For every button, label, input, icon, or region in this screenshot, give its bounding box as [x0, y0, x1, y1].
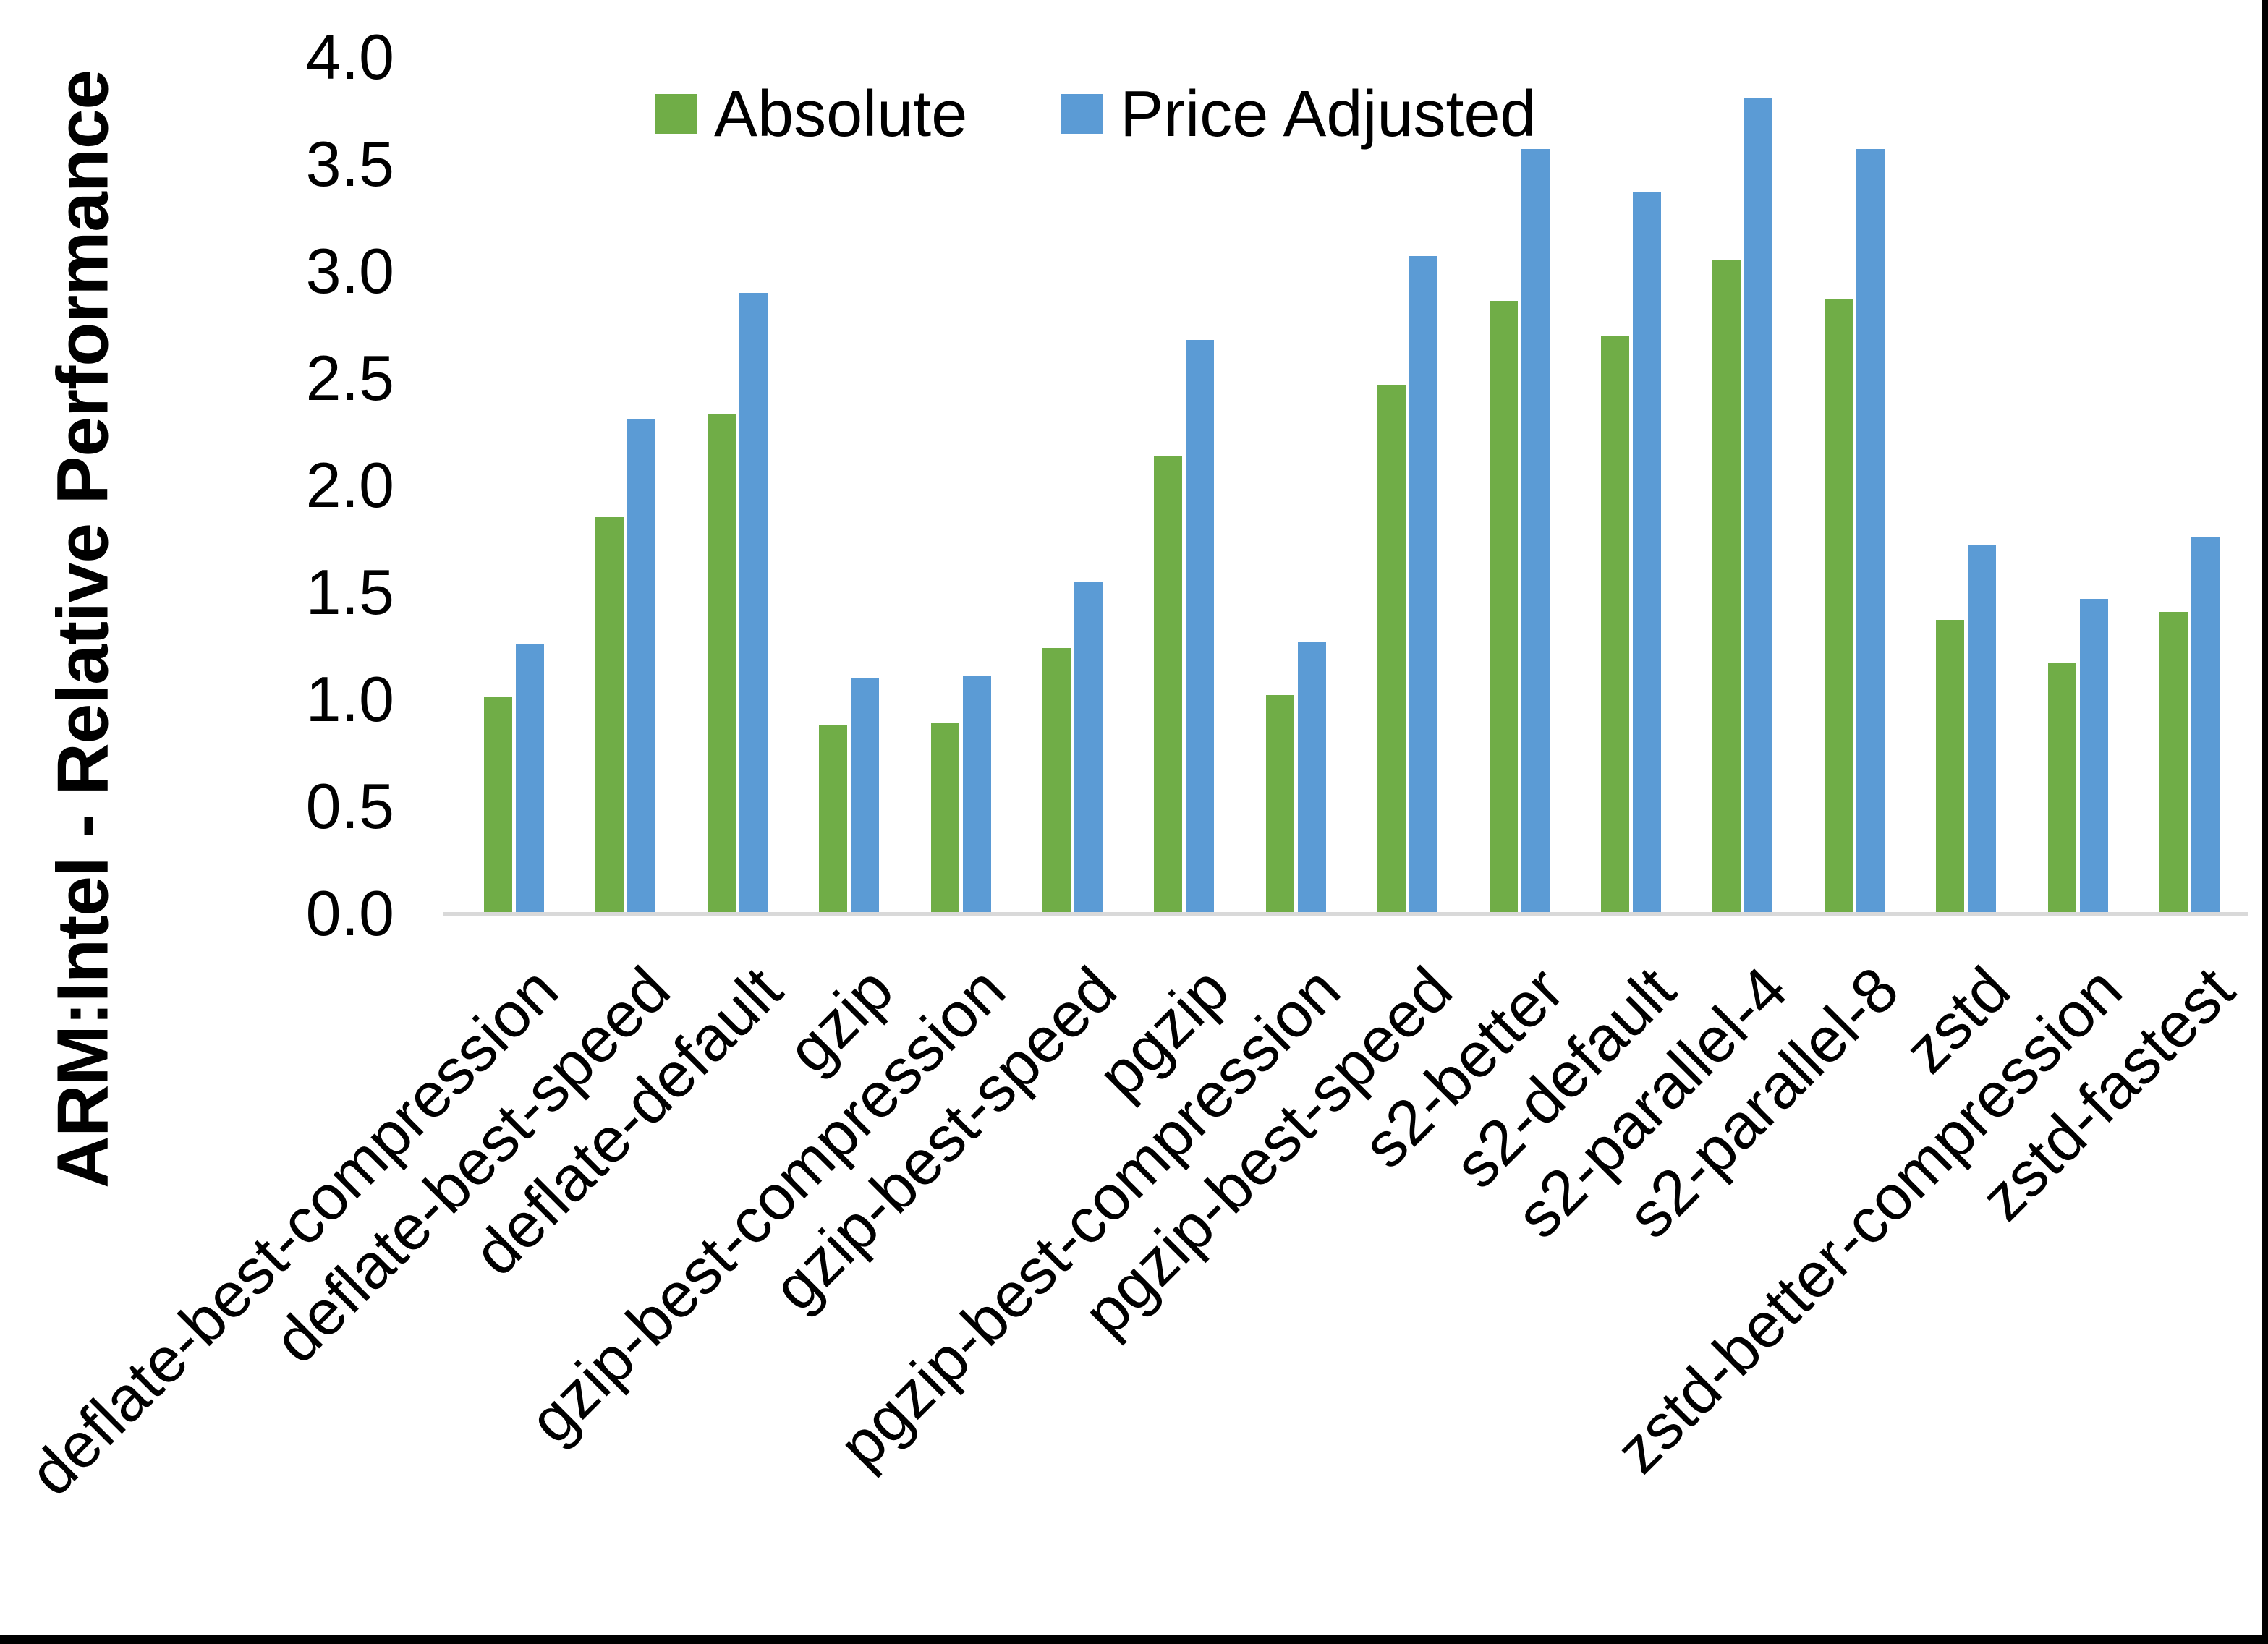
y-tick-label: 1.0 — [305, 663, 394, 735]
bar-price-adjusted — [1409, 256, 1438, 913]
bar-price-adjusted — [962, 676, 991, 913]
bar-price-adjusted — [1074, 582, 1103, 913]
legend-label-absolute: Absolute — [714, 77, 968, 150]
y-axis-title: ARM:Intel - Relative Performance — [42, 69, 124, 1189]
bar-price-adjusted — [1633, 192, 1661, 913]
bar-absolute — [1377, 384, 1406, 913]
bar-price-adjusted — [1968, 545, 1997, 913]
screen-bottom-border — [0, 1635, 2268, 1644]
legend-item-price-adjusted: Price Adjusted — [1061, 77, 1537, 150]
bar-absolute — [1154, 455, 1183, 913]
bar-price-adjusted — [851, 678, 880, 913]
bar-price-adjusted — [1744, 98, 1773, 913]
legend-item-absolute: Absolute — [655, 82, 967, 147]
x-axis-line — [443, 912, 2248, 916]
y-tick-label: 3.0 — [305, 235, 394, 307]
y-tick-label: 1.5 — [305, 556, 394, 628]
bar-price-adjusted — [2079, 598, 2108, 913]
legend-swatch-price-adjusted-icon — [1061, 94, 1103, 134]
bar-absolute — [930, 723, 959, 913]
y-tick-label: 3.5 — [305, 128, 394, 200]
bar-absolute — [2159, 611, 2188, 913]
bar-price-adjusted — [1521, 149, 1550, 913]
plot-area — [445, 57, 2246, 913]
bar-absolute — [595, 517, 624, 913]
bar-absolute — [484, 697, 512, 913]
bar-absolute — [1712, 260, 1741, 913]
y-tick-label: 0.0 — [305, 877, 394, 949]
bar-absolute — [1936, 620, 1965, 913]
legend-swatch-absolute-icon — [655, 94, 697, 134]
bar-absolute — [707, 414, 736, 913]
bar-price-adjusted — [1186, 339, 1215, 913]
bar-absolute — [1042, 647, 1071, 913]
y-tick-label: 4.0 — [305, 21, 394, 93]
bar-absolute — [1601, 335, 1629, 913]
y-tick-label: 2.0 — [305, 449, 394, 521]
bar-price-adjusted — [627, 419, 656, 913]
bar-absolute — [1489, 301, 1518, 913]
bar-price-adjusted — [739, 292, 768, 913]
bar-price-adjusted — [1297, 642, 1326, 913]
bar-absolute — [1824, 299, 1853, 913]
y-tick-label: 0.5 — [305, 770, 394, 842]
screen-right-border — [2262, 0, 2268, 1644]
legend: Absolute Price Adjusted — [655, 72, 1537, 156]
bar-absolute — [2047, 663, 2076, 913]
bar-price-adjusted — [2191, 537, 2220, 913]
legend-label-price-adjusted: Price Adjusted — [1120, 77, 1537, 150]
bar-absolute — [819, 725, 848, 913]
bar-price-adjusted — [516, 644, 544, 913]
bar-absolute — [1265, 695, 1294, 913]
bar-price-adjusted — [1856, 149, 1885, 913]
y-tick-label: 2.5 — [305, 342, 394, 414]
